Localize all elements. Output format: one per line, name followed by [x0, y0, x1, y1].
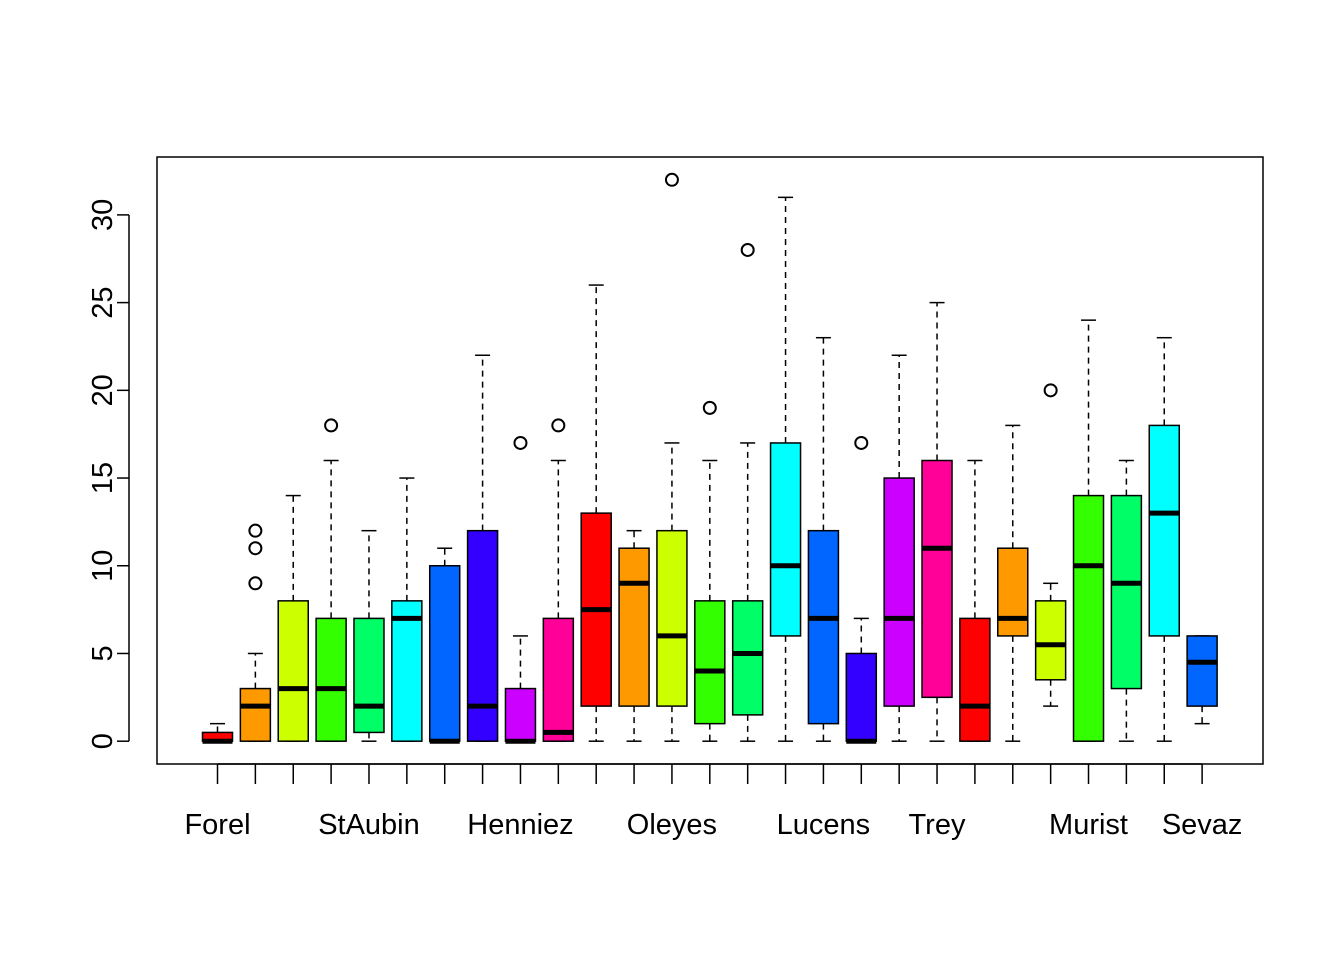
box-body [1186, 635, 1218, 707]
box-2 [239, 523, 272, 742]
box-6 [391, 477, 423, 742]
y-tick-label-5: 5 [87, 645, 119, 661]
box-8 [466, 354, 499, 742]
outlier-point [248, 576, 263, 591]
box-5 [353, 529, 385, 742]
box-16 [769, 196, 802, 742]
box-10 [542, 418, 575, 742]
box-body [239, 687, 272, 742]
outlier-point [664, 172, 679, 187]
box-body [1148, 424, 1180, 637]
box-body [883, 477, 915, 707]
outlier-point [854, 435, 869, 450]
outlier-point [248, 541, 263, 556]
box-body [807, 529, 840, 725]
box-23 [1034, 383, 1067, 707]
box-24 [1072, 319, 1105, 742]
x-tick-label-lucens: Lucens [777, 809, 871, 841]
outlier-point [324, 418, 339, 433]
boxes-layer [201, 172, 1218, 744]
box-body [959, 617, 991, 742]
box-25 [1110, 459, 1143, 742]
y-axis: 0 5 10 15 20 25 30 [87, 199, 130, 749]
y-tick-label-0: 0 [87, 733, 119, 749]
box-4 [315, 418, 347, 742]
box-11 [580, 284, 612, 742]
x-tick-label-staubin: StAubin [318, 809, 420, 841]
box-body [277, 600, 309, 742]
box-17 [807, 336, 840, 742]
box-26 [1148, 336, 1180, 742]
box-19 [883, 354, 915, 742]
box-body [845, 652, 878, 742]
box-9 [504, 435, 537, 744]
x-tick-label-oleyes: Oleyes [627, 809, 717, 841]
box-body [466, 529, 499, 742]
outlier-point [1043, 383, 1058, 398]
box-body [1072, 494, 1105, 742]
box-27 [1186, 635, 1218, 725]
box-14 [694, 400, 726, 742]
box-13 [656, 172, 688, 742]
box-15 [731, 242, 764, 742]
y-tick-label-25: 25 [87, 286, 119, 318]
x-axis: Forel StAubin Henniez Oleyes Lucens Trey Muris… [184, 763, 1243, 841]
box-3 [277, 494, 309, 742]
box-body [428, 565, 461, 742]
box-body [1034, 600, 1067, 681]
y-tick-label-20: 20 [87, 374, 119, 406]
outlier-point [248, 523, 263, 538]
x-tick-label-henniez: Henniez [467, 809, 573, 841]
box-21 [959, 459, 991, 742]
box-12 [618, 529, 650, 742]
box-1 [201, 722, 234, 744]
outlier-point [740, 242, 755, 257]
box-20 [921, 301, 953, 742]
x-tick-label-forel: Forel [184, 809, 250, 841]
x-tick-label-murist: Murist [1049, 809, 1128, 841]
box-body [1110, 494, 1143, 690]
box-body [731, 600, 764, 716]
y-tick-label-15: 15 [87, 462, 119, 494]
box-body [618, 547, 650, 707]
outlier-point [513, 435, 528, 450]
box-body [391, 600, 423, 742]
x-tick-label-trey: Trey [909, 809, 966, 841]
x-tick-label-sevaz: Sevaz [1162, 809, 1243, 841]
box-body [656, 529, 688, 707]
y-tick-label-10: 10 [87, 550, 119, 582]
box-22 [997, 424, 1029, 742]
box-body [353, 617, 385, 734]
box-body [694, 600, 726, 725]
box-body [921, 459, 953, 699]
box-body [504, 687, 537, 742]
box-18 [845, 435, 878, 744]
box-body [315, 617, 347, 742]
box-body [542, 617, 575, 742]
y-tick-label-30: 30 [87, 199, 119, 231]
box-7 [428, 547, 461, 744]
outlier-point [551, 418, 566, 433]
outlier-point [702, 400, 717, 415]
box-body [769, 442, 802, 637]
box-body [997, 547, 1029, 637]
